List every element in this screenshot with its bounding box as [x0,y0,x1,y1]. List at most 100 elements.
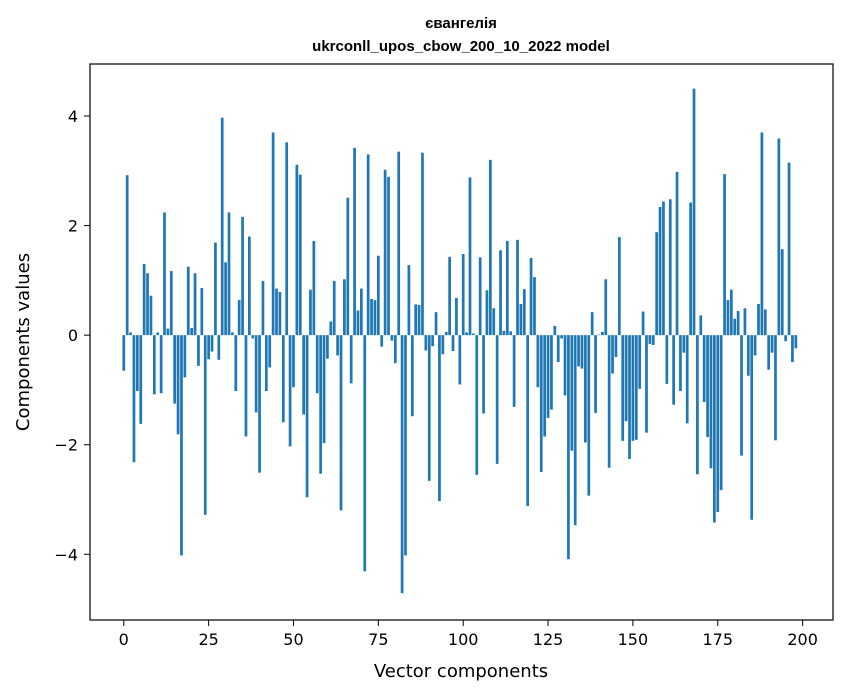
bar [231,332,234,336]
x-tick-label: 0 [119,630,129,649]
y-axis-ticks: −4 −2 0 2 4 [54,107,90,564]
bar [251,335,255,339]
bar [322,335,326,444]
bar [719,335,723,491]
x-tick-label: 125 [533,630,564,649]
bar [258,335,261,473]
bar [241,216,244,336]
bar [193,273,197,336]
bar [794,335,798,349]
bar [268,335,272,368]
bar [227,212,231,336]
bar [458,335,462,385]
bar [448,256,451,336]
bar [346,197,350,336]
bar [611,335,614,374]
bar [784,335,788,342]
chart-title-line2: ukrconll_upos_cbow_200_10_2022 model [312,38,610,55]
bar [278,291,282,336]
bar [604,279,608,336]
bar [370,299,373,336]
bar [332,280,336,336]
bar [217,335,221,360]
y-tick-label: 2 [68,217,78,236]
bar [309,289,312,336]
bar [271,132,275,336]
bar [444,331,448,336]
bar [526,335,530,507]
bar [312,240,316,336]
bar [662,201,665,336]
bar [760,132,764,336]
bar [159,335,163,394]
bar [550,335,553,410]
bar [509,331,513,336]
bar [699,315,703,336]
bar [434,312,438,336]
bar [326,335,329,359]
bar [624,335,628,422]
bar [492,308,496,336]
bar [373,300,377,336]
bar [349,335,353,384]
bar [743,308,747,336]
bar [135,335,139,392]
bar [336,335,339,356]
bar [668,199,672,336]
bar [519,303,523,336]
bar [234,335,238,392]
bar [431,335,435,347]
bar [387,176,390,336]
bar [679,335,682,392]
bar [302,335,306,415]
bar [360,288,363,336]
bar [383,169,387,336]
bar [139,335,143,424]
bar [292,335,295,388]
bar [658,206,662,336]
bar [176,335,180,435]
bar [475,335,479,475]
bar [404,335,407,556]
bar [410,335,414,417]
bar [393,335,397,364]
bar [163,212,166,336]
x-tick-label: 200 [787,630,818,649]
y-tick-label: −2 [54,436,78,455]
bar [587,335,591,496]
y-tick-label: −4 [54,545,78,564]
bar [641,311,645,336]
bar [746,335,750,376]
bar [723,174,726,336]
bar [173,335,177,404]
bar [363,335,367,572]
bar [702,335,706,402]
bar [580,335,584,369]
bar [207,335,210,360]
plot-frame [89,63,834,621]
bar [427,335,431,481]
bar [343,279,346,336]
bar [590,312,594,336]
bar [275,288,278,336]
bar [488,159,492,336]
bar [672,335,675,405]
bar [753,335,757,356]
bar [573,335,577,526]
bar [298,174,302,336]
bar [536,335,540,388]
bar [665,335,669,384]
x-tick-label: 175 [702,630,733,649]
bar [709,335,713,469]
bar [455,297,458,336]
bar [645,335,648,433]
bar [512,335,516,407]
bar [414,304,418,336]
bar [465,332,468,336]
bar [417,305,421,336]
bar [505,240,509,336]
bar [529,257,533,336]
bar [750,335,754,520]
bar [601,331,604,336]
bar [685,335,689,424]
